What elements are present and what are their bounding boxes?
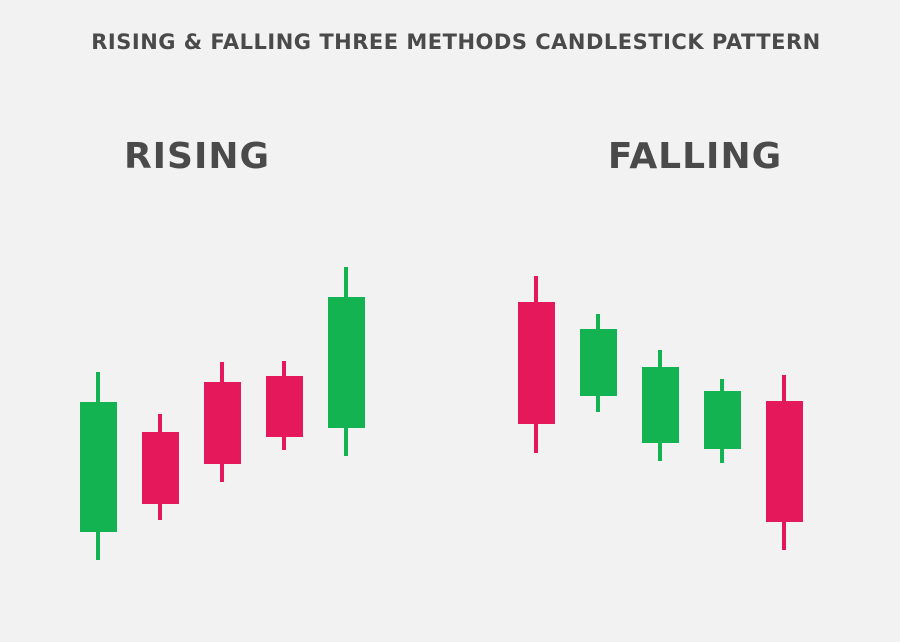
candle [642, 350, 679, 461]
falling-candles [518, 276, 803, 550]
rising-candles [80, 267, 365, 560]
candle [766, 375, 803, 550]
panel-label: FALLING [608, 136, 782, 177]
candle [80, 372, 117, 560]
candle [580, 314, 617, 412]
title: RISING & FALLING THREE METHODS CANDLESTI… [91, 30, 820, 54]
candle [704, 379, 741, 463]
panel-label: RISING [124, 136, 270, 177]
candle [204, 362, 241, 482]
candle [142, 414, 179, 520]
candle [328, 267, 365, 456]
candle [518, 276, 555, 453]
candle [266, 361, 303, 450]
